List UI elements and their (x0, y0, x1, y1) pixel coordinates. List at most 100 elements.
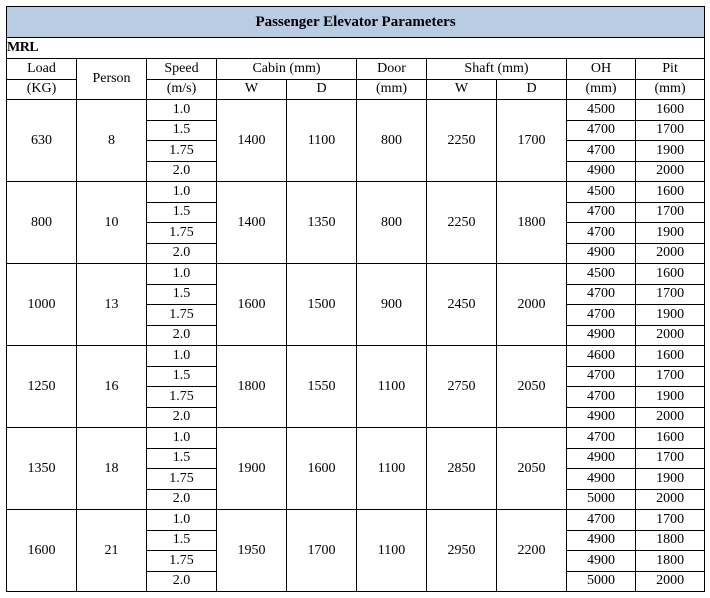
cell-cabin-d: 1500 (287, 264, 357, 346)
cell-speed: 1.5 (147, 530, 217, 551)
table-title: Passenger Elevator Parameters (7, 7, 705, 38)
hdr-cabin: Cabin (mm) (217, 59, 357, 80)
cell-shaft-d: 2000 (497, 264, 567, 346)
cell-oh: 4700 (567, 223, 636, 244)
cell-shaft-w: 2950 (427, 510, 497, 592)
hdr-pit-unit: (mm) (636, 79, 705, 100)
cell-cabin-w: 1400 (217, 100, 287, 182)
cell-speed: 1.5 (147, 366, 217, 387)
cell-speed: 2.0 (147, 243, 217, 264)
hdr-door-unit: (mm) (357, 79, 427, 100)
cell-pit: 1900 (636, 469, 705, 490)
cell-door: 1100 (357, 510, 427, 592)
cell-pit: 1900 (636, 305, 705, 326)
cell-oh: 5000 (567, 489, 636, 510)
cell-load: 1000 (7, 264, 77, 346)
cell-cabin-d: 1100 (287, 100, 357, 182)
title-row: Passenger Elevator Parameters (7, 7, 705, 38)
cell-pit: 1700 (636, 284, 705, 305)
cell-cabin-w: 1600 (217, 264, 287, 346)
cell-cabin-d: 1700 (287, 510, 357, 592)
elevator-params-table: Passenger Elevator ParametersMRLLoadPers… (6, 6, 705, 592)
cell-pit: 1800 (636, 530, 705, 551)
hdr-cabin-d: D (287, 79, 357, 100)
cell-shaft-d: 2050 (497, 428, 567, 510)
cell-oh: 4700 (567, 366, 636, 387)
cell-pit: 1900 (636, 223, 705, 244)
cell-cabin-d: 1600 (287, 428, 357, 510)
cell-pit: 1800 (636, 551, 705, 572)
cell-person: 18 (77, 428, 147, 510)
cell-pit: 1900 (636, 387, 705, 408)
table-row: 1250161.01800155011002750205046001600 (7, 346, 705, 367)
cell-speed: 1.0 (147, 264, 217, 285)
cell-shaft-d: 1800 (497, 182, 567, 264)
hdr-load: Load (7, 59, 77, 80)
cell-oh: 5000 (567, 571, 636, 592)
cell-cabin-d: 1350 (287, 182, 357, 264)
cell-door: 1100 (357, 346, 427, 428)
cell-shaft-w: 2750 (427, 346, 497, 428)
cell-speed: 2.0 (147, 571, 217, 592)
table-row: 1600211.01950170011002950220047001700 (7, 510, 705, 531)
cell-speed: 1.75 (147, 469, 217, 490)
cell-speed: 1.0 (147, 100, 217, 121)
cell-speed: 1.75 (147, 305, 217, 326)
hdr-person: Person (77, 59, 147, 100)
cell-person: 10 (77, 182, 147, 264)
cell-shaft-w: 2450 (427, 264, 497, 346)
cell-oh: 4900 (567, 243, 636, 264)
cell-oh: 4900 (567, 448, 636, 469)
cell-person: 13 (77, 264, 147, 346)
cell-speed: 1.5 (147, 120, 217, 141)
cell-speed: 1.75 (147, 223, 217, 244)
cell-load: 1600 (7, 510, 77, 592)
cell-pit: 1700 (636, 366, 705, 387)
cell-pit: 2000 (636, 243, 705, 264)
cell-pit: 1600 (636, 264, 705, 285)
cell-pit: 2000 (636, 407, 705, 428)
cell-pit: 1600 (636, 428, 705, 449)
hdr-pit: Pit (636, 59, 705, 80)
cell-pit: 2000 (636, 489, 705, 510)
hdr-speed: Speed (147, 59, 217, 80)
cell-load: 1350 (7, 428, 77, 510)
cell-load: 1250 (7, 346, 77, 428)
cell-pit: 2000 (636, 325, 705, 346)
cell-oh: 4700 (567, 510, 636, 531)
section-label: MRL (7, 38, 705, 59)
cell-person: 8 (77, 100, 147, 182)
cell-speed: 1.75 (147, 141, 217, 162)
cell-pit: 1600 (636, 346, 705, 367)
hdr-load-unit: (KG) (7, 79, 77, 100)
cell-oh: 4700 (567, 120, 636, 141)
cell-pit: 1600 (636, 100, 705, 121)
cell-speed: 1.75 (147, 387, 217, 408)
cell-shaft-d: 2050 (497, 346, 567, 428)
table-row: 63081.0140011008002250170045001600 (7, 100, 705, 121)
cell-door: 800 (357, 182, 427, 264)
cell-speed: 1.5 (147, 448, 217, 469)
cell-speed: 1.5 (147, 202, 217, 223)
cell-pit: 1700 (636, 510, 705, 531)
cell-speed: 1.0 (147, 346, 217, 367)
cell-oh: 4700 (567, 284, 636, 305)
cell-oh: 4900 (567, 530, 636, 551)
cell-oh: 4700 (567, 202, 636, 223)
cell-cabin-w: 1950 (217, 510, 287, 592)
cell-oh: 4600 (567, 346, 636, 367)
hdr-oh-unit: (mm) (567, 79, 636, 100)
cell-speed: 1.5 (147, 284, 217, 305)
cell-person: 21 (77, 510, 147, 592)
cell-cabin-w: 1900 (217, 428, 287, 510)
cell-pit: 2000 (636, 161, 705, 182)
cell-door: 800 (357, 100, 427, 182)
header-row-1: LoadPersonSpeedCabin (mm)DoorShaft (mm)O… (7, 59, 705, 80)
cell-pit: 1700 (636, 120, 705, 141)
cell-cabin-w: 1400 (217, 182, 287, 264)
cell-speed: 1.0 (147, 182, 217, 203)
table-row: 800101.0140013508002250180045001600 (7, 182, 705, 203)
cell-speed: 2.0 (147, 161, 217, 182)
cell-pit: 1900 (636, 141, 705, 162)
cell-speed: 1.75 (147, 551, 217, 572)
